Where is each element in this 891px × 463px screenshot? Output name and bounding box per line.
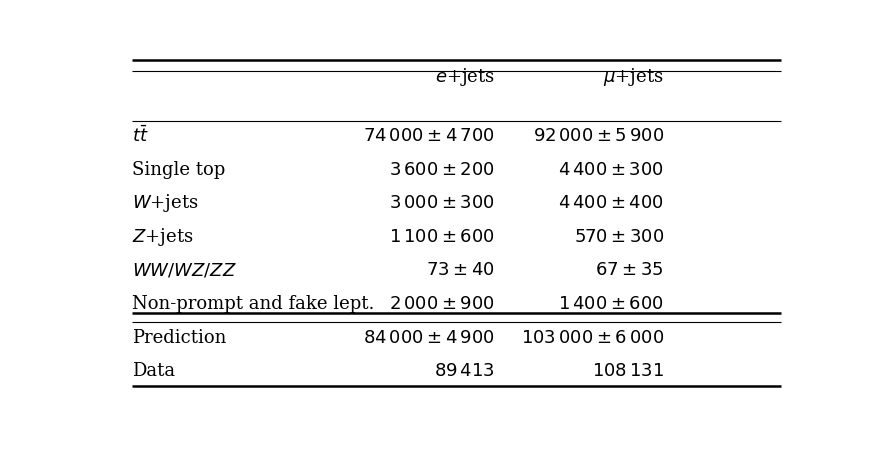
Text: $e$+jets: $e$+jets (435, 66, 495, 88)
Text: $\mu$+jets: $\mu$+jets (603, 66, 664, 88)
Text: $4\,400 \pm 300$: $4\,400 \pm 300$ (558, 160, 664, 178)
Text: $89\,413$: $89\,413$ (434, 362, 495, 379)
Text: $103\,000 \pm 6\,000$: $103\,000 \pm 6\,000$ (520, 328, 664, 346)
Text: $WW/WZ/ZZ$: $WW/WZ/ZZ$ (132, 261, 237, 279)
Text: $73 \pm 40$: $73 \pm 40$ (426, 261, 495, 279)
Text: Single top: Single top (132, 160, 225, 178)
Text: $4\,400 \pm 400$: $4\,400 \pm 400$ (558, 194, 664, 212)
Text: $W$+jets: $W$+jets (132, 192, 199, 214)
Text: $84\,000 \pm 4\,900$: $84\,000 \pm 4\,900$ (363, 328, 495, 346)
Text: $2\,000 \pm 900$: $2\,000 \pm 900$ (388, 294, 495, 313)
Text: $92\,000 \pm 5\,900$: $92\,000 \pm 5\,900$ (533, 127, 664, 145)
Text: $74\,000 \pm 4\,700$: $74\,000 \pm 4\,700$ (363, 127, 495, 145)
Text: $Z$+jets: $Z$+jets (132, 225, 193, 247)
Text: Non-prompt and fake lept.: Non-prompt and fake lept. (132, 294, 374, 313)
Text: $3\,600 \pm 200$: $3\,600 \pm 200$ (388, 160, 495, 178)
Text: $1\,100 \pm 600$: $1\,100 \pm 600$ (388, 227, 495, 245)
Text: $67 \pm 35$: $67 \pm 35$ (595, 261, 664, 279)
Text: Data: Data (132, 362, 176, 379)
Text: $3\,000 \pm 300$: $3\,000 \pm 300$ (388, 194, 495, 212)
Text: Prediction: Prediction (132, 328, 226, 346)
Text: $1\,400 \pm 600$: $1\,400 \pm 600$ (558, 294, 664, 313)
Text: $108\,131$: $108\,131$ (592, 362, 664, 379)
Text: $t\bar{t}$: $t\bar{t}$ (132, 125, 149, 146)
Text: $570 \pm 300$: $570 \pm 300$ (574, 227, 664, 245)
